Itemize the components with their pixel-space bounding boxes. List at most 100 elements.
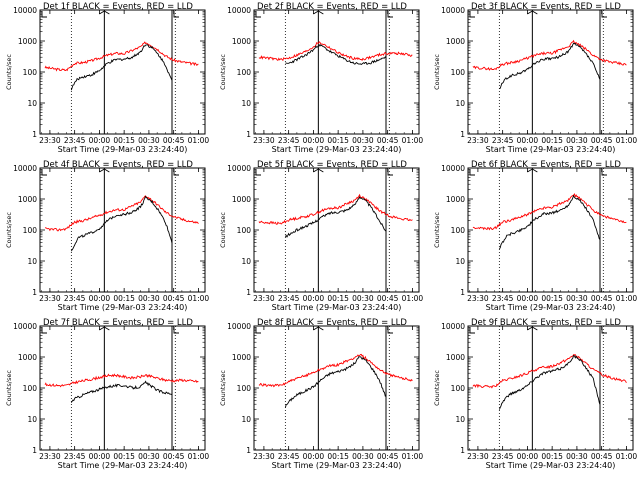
series-line-lld xyxy=(258,353,413,388)
series-line-events xyxy=(498,354,601,410)
bracket-marker xyxy=(387,11,393,18)
x-tick-label: 23:30 xyxy=(39,136,61,145)
y-axis-label: Counts/sec xyxy=(433,212,441,248)
x-tick-label: 00:45 xyxy=(163,294,185,303)
chart-title: Det 9f BLACK = Events, RED = LLD xyxy=(471,318,621,328)
x-tick-label: 23:30 xyxy=(467,136,489,145)
series-line-lld xyxy=(258,41,413,62)
bracket-marker xyxy=(469,327,475,334)
y-axis-label: Counts/sec xyxy=(219,212,227,248)
x-tick-label: 01:00 xyxy=(616,136,638,145)
x-tick-label: 00:45 xyxy=(591,294,613,303)
y-axis-label: Counts/sec xyxy=(433,370,441,406)
x-tick-label: 00:00 xyxy=(303,136,325,145)
y-tick-label: 1000 xyxy=(232,195,251,204)
chart-panel-8: Det 8f BLACK = Events, RED = LLD Counts/s… xyxy=(219,318,423,470)
y-axis-label: Counts/sec xyxy=(433,54,441,90)
x-tick-label: 00:15 xyxy=(327,452,349,461)
y-tick-label: 100 xyxy=(451,226,466,235)
chart-panel-6: Det 6f BLACK = Events, RED = LLD Counts/s… xyxy=(433,160,637,312)
x-tick-label: 01:00 xyxy=(616,294,638,303)
y-tick-label: 1000 xyxy=(18,37,37,46)
series-line-lld xyxy=(44,373,199,388)
x-tick-label: 00:15 xyxy=(113,136,135,145)
x-tick-label: 00:45 xyxy=(377,136,399,145)
x-tick-label: 23:45 xyxy=(64,452,86,461)
series-line-events xyxy=(70,195,173,252)
y-axis-label: Counts/sec xyxy=(5,370,13,406)
x-tick-label: 23:30 xyxy=(39,452,61,461)
series-line-lld xyxy=(44,41,199,72)
x-tick-label: 23:45 xyxy=(64,136,86,145)
chart-panel-2: Det 2f BLACK = Events, RED = LLD Counts/s… xyxy=(219,2,423,154)
x-tick-label: 23:45 xyxy=(492,136,514,145)
y-tick-label: 10 xyxy=(455,99,465,108)
bracket-marker xyxy=(41,327,47,334)
x-tick-label: 00:30 xyxy=(566,136,588,145)
y-tick-label: 1 xyxy=(32,288,37,297)
y-tick-label: 100 xyxy=(237,384,252,393)
x-tick-label: 23:30 xyxy=(467,294,489,303)
x-axis-label: Start Time (29-Mar-03 23:24:40) xyxy=(486,461,616,470)
y-tick-label: 1000 xyxy=(18,195,37,204)
x-tick-label: 00:00 xyxy=(517,452,539,461)
x-tick-label: 23:30 xyxy=(253,452,275,461)
chart-title: Det 4f BLACK = Events, RED = LLD xyxy=(43,160,193,170)
y-axis-label: Counts/sec xyxy=(5,54,13,90)
arrow-marker xyxy=(99,10,110,15)
x-tick-label: 23:45 xyxy=(278,294,300,303)
y-axis-label: Counts/sec xyxy=(219,370,227,406)
bracket-marker xyxy=(601,11,607,18)
x-tick-label: 00:45 xyxy=(591,136,613,145)
plot-frame xyxy=(253,167,420,293)
series-line-events xyxy=(285,196,387,238)
y-tick-label: 100 xyxy=(451,384,466,393)
bracket-marker xyxy=(255,169,261,176)
y-tick-label: 10 xyxy=(455,415,465,424)
x-tick-label: 00:45 xyxy=(163,452,185,461)
arrow-marker xyxy=(527,326,538,331)
chart-panel-9: Det 9f BLACK = Events, RED = LLD Counts/s… xyxy=(433,318,637,470)
y-axis-label: Counts/sec xyxy=(219,54,227,90)
chart-title: Det 2f BLACK = Events, RED = LLD xyxy=(257,2,407,12)
series-line-events xyxy=(70,380,173,403)
y-tick-label: 1000 xyxy=(18,353,37,362)
x-tick-label: 23:30 xyxy=(39,294,61,303)
bracket-marker xyxy=(41,11,47,18)
chart-panel-4: Det 4f BLACK = Events, RED = LLD Counts/s… xyxy=(5,160,209,312)
x-tick-label: 00:00 xyxy=(303,452,325,461)
x-tick-label: 00:30 xyxy=(138,452,160,461)
x-tick-label: 01:00 xyxy=(402,136,424,145)
x-tick-label: 00:45 xyxy=(591,452,613,461)
bracket-marker xyxy=(601,327,607,334)
chart-panel-3: Det 3f BLACK = Events, RED = LLD Counts/s… xyxy=(433,2,637,154)
bracket-marker xyxy=(255,327,261,334)
x-tick-label: 23:45 xyxy=(278,452,300,461)
y-tick-label: 10000 xyxy=(441,6,465,15)
y-axis-label: Counts/sec xyxy=(5,212,13,248)
series-line-lld xyxy=(44,195,199,232)
x-tick-label: 00:45 xyxy=(377,452,399,461)
chart-title: Det 8f BLACK = Events, RED = LLD xyxy=(257,318,407,328)
x-tick-label: 01:00 xyxy=(402,294,424,303)
chart-title: Det 5f BLACK = Events, RED = LLD xyxy=(257,160,407,170)
chart-title: Det 6f BLACK = Events, RED = LLD xyxy=(471,160,621,170)
y-tick-label: 100 xyxy=(237,226,252,235)
plot-frame xyxy=(467,9,634,135)
bracket-marker xyxy=(387,169,393,176)
y-tick-label: 1 xyxy=(32,446,37,455)
x-axis-label: Start Time (29-Mar-03 23:24:40) xyxy=(272,303,402,312)
x-tick-label: 23:45 xyxy=(64,294,86,303)
x-axis-label: Start Time (29-Mar-03 23:24:40) xyxy=(272,145,402,154)
y-tick-label: 10 xyxy=(241,257,251,266)
x-tick-label: 00:00 xyxy=(89,452,111,461)
x-tick-label: 23:45 xyxy=(278,136,300,145)
x-axis-label: Start Time (29-Mar-03 23:24:40) xyxy=(272,461,402,470)
x-tick-label: 01:00 xyxy=(188,136,210,145)
x-tick-label: 00:30 xyxy=(566,294,588,303)
bracket-marker xyxy=(255,11,261,18)
bracket-marker xyxy=(469,169,475,176)
arrow-marker xyxy=(313,168,324,173)
